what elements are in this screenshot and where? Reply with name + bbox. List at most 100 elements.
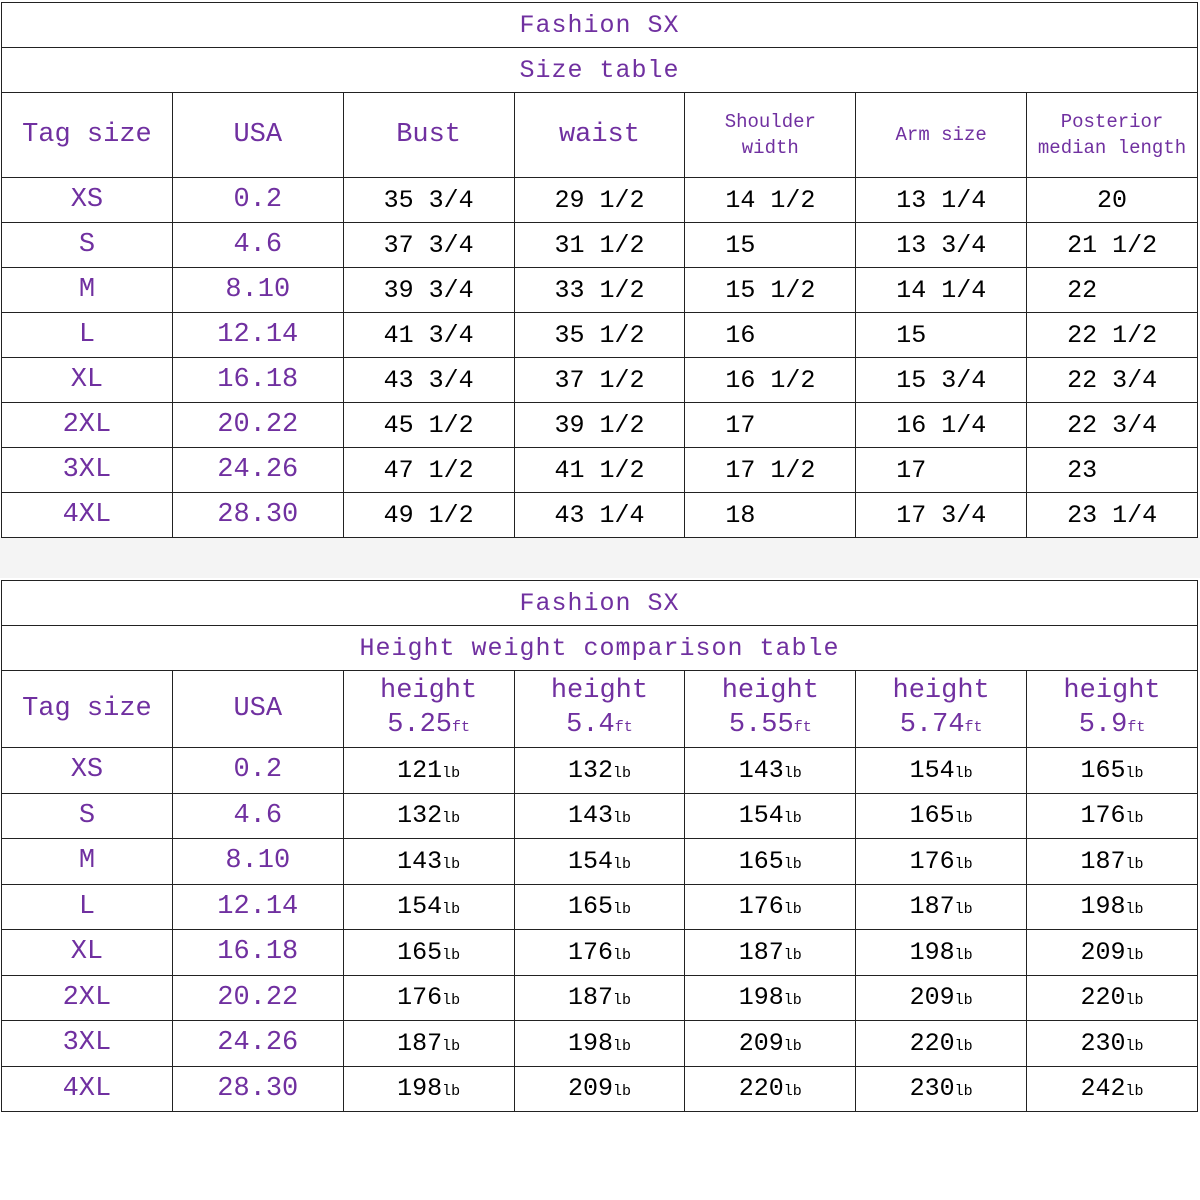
weight-unit: lb [954,1083,973,1101]
cell: 13 3/4 [855,222,1028,268]
cell: 165lb [684,838,857,885]
cell: 3XL [1,447,173,493]
cell: 209lb [513,1065,686,1112]
cell: 12.14 [171,883,344,930]
cell: S [1,222,173,268]
weight-unit: lb [783,1037,802,1055]
cell: 198lb [855,929,1028,976]
weight-unit: lb [612,992,631,1010]
weight-unit: lb [612,901,631,919]
data-row: L 12.14 154lb 165lb 176lb 187lb 198lb [1,883,1198,930]
weight-unit: lb [783,992,802,1010]
cell: 35 3/4 [342,177,515,223]
weight-unit: lb [442,1037,461,1055]
header-cell: USA [171,92,344,178]
cell: 154lb [855,747,1028,794]
cell: XL [1,357,173,403]
cell: 16.18 [171,929,344,976]
cell: 2XL [1,974,173,1021]
weight-value: 198 [397,1074,443,1104]
weight-value: 187 [909,892,955,922]
cell: 242lb [1026,1065,1198,1112]
header-cell: height 5.25ft [342,670,515,748]
weight-value: 132 [567,755,613,785]
cell: 165lb [1026,747,1198,794]
cell: 24.26 [171,447,344,493]
cell: 28.30 [171,1065,344,1112]
cell: 28.30 [171,492,344,538]
weight-value: 209 [1080,937,1126,967]
cell: 176lb [513,929,686,976]
cell: 198lb [684,974,857,1021]
cell: 17 [684,402,857,448]
weight-unit: lb [1125,764,1144,782]
cell: 16 [684,312,857,358]
cell: 14 1/4 [855,267,1028,313]
weight-value: 198 [909,937,955,967]
height-value: 5.9 [1078,709,1128,740]
cell: 24.26 [171,1020,344,1067]
weight-value: 132 [397,801,443,831]
data-row: XS 0.2 35 3/4 29 1/2 14 1/2 13 1/4 20 [1,177,1198,223]
weight-unit: lb [1125,1083,1144,1101]
header-cell: height 5.4ft [513,670,686,748]
weight-unit: lb [954,810,973,828]
cell: 41 1/2 [513,447,686,493]
weight-value: 154 [909,755,955,785]
height-value: 5.74 [899,709,965,740]
cell: 143lb [513,792,686,839]
header-cell: Shoulder width [684,92,857,178]
weight-value: 230 [1080,1028,1126,1058]
weight-value: 143 [567,801,613,831]
weight-unit: lb [612,1037,631,1055]
cell: 31 1/2 [513,222,686,268]
data-row: 4XL 28.30 49 1/2 43 1/4 18 17 3/4 23 1/4 [1,492,1198,538]
data-row: L 12.14 41 3/4 35 1/2 16 15 22 1/2 [1,312,1198,358]
weight-value: 165 [1080,755,1126,785]
cell: 41 3/4 [342,312,515,358]
cell: 121lb [342,747,515,794]
cell: 143lb [342,838,515,885]
weight-value: 154 [567,846,613,876]
header-cell: waist [513,92,686,178]
table-subtitle: Height weight comparison table [1,625,1198,671]
cell: M [1,267,173,313]
header-cell: height 5.74ft [855,670,1028,748]
cell: 16 1/4 [855,402,1028,448]
weight-unit: lb [954,764,973,782]
cell: 22 [1026,267,1198,313]
weight-value: 176 [909,846,955,876]
weight-value: 121 [397,755,443,785]
weight-value: 165 [397,937,443,967]
cell: 220lb [1026,974,1198,1021]
cell: 22 3/4 [1026,402,1198,448]
height-value: 5.4 [566,709,615,740]
cell: 187lb [684,929,857,976]
cell: 209lb [1026,929,1198,976]
weight-unit: lb [783,764,802,782]
cell: 37 3/4 [342,222,515,268]
weight-unit: lb [1125,855,1144,873]
cell: 15 [855,312,1028,358]
data-row: S 4.6 132lb 143lb 154lb 165lb 176lb [1,792,1198,839]
weight-value: 187 [397,1028,443,1058]
size-table: Fashion SX Size table Tag size USA Bust waist… [1,2,1198,538]
weight-unit: lb [612,1083,631,1101]
cell: 209lb [684,1020,857,1067]
cell: 176lb [855,838,1028,885]
cell: 13 1/4 [855,177,1028,223]
weight-value: 220 [909,1028,955,1058]
height-unit: ft [1127,718,1146,736]
title-row: Size table [1,47,1198,93]
data-row: 4XL 28.30 198lb 209lb 220lb 230lb 242lb [1,1065,1198,1112]
data-row: 2XL 20.22 176lb 187lb 198lb 209lb 220lb [1,974,1198,1021]
weight-unit: lb [612,810,631,828]
cell: 15 3/4 [855,357,1028,403]
weight-value: 198 [1080,892,1126,922]
cell: M [1,838,173,885]
cell: XS [1,177,173,223]
cell: 20 [1026,177,1198,223]
cell: 17 [855,447,1028,493]
cell: 187lb [342,1020,515,1067]
cell: 2XL [1,402,173,448]
